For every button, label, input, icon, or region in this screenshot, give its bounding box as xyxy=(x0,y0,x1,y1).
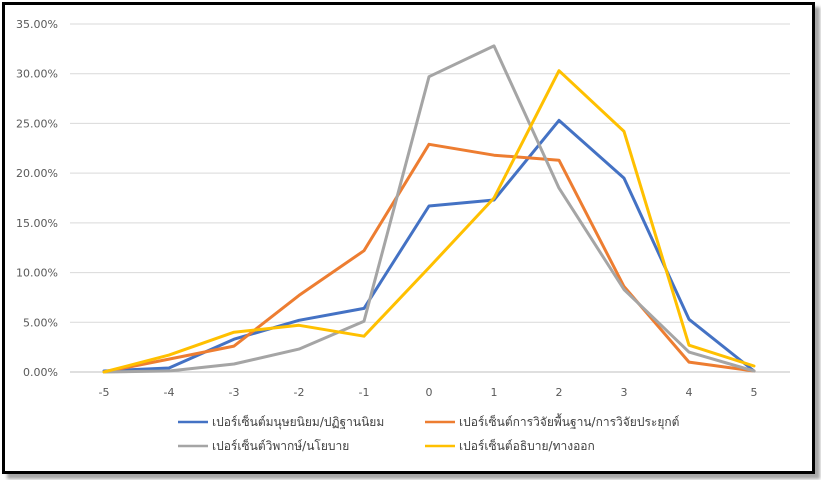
x-tick-label: 0 xyxy=(426,386,433,399)
y-axis-ticks: 0.00% 5.00% 10.00% 15.00% 20.00% 25.00% 30.00%… xyxy=(16,18,58,379)
y-tick-label: 25.00% xyxy=(16,117,58,130)
legend-entry-4: เปอร์เซ็นต์อธิบาย/ทางออก xyxy=(425,438,595,453)
legend-entry-3: เปอร์เซ็นต์วิพากษ์/นโยบาย xyxy=(178,438,349,453)
series-line-1 xyxy=(102,118,756,373)
legend-label-4: เปอร์เซ็นต์อธิบาย/ทางออก xyxy=(459,438,595,453)
y-tick-label: 20.00% xyxy=(16,167,58,180)
series-lines xyxy=(102,44,756,374)
series-line-2 xyxy=(102,142,756,374)
y-tick-label: 30.00% xyxy=(16,68,58,81)
x-tick-label: -1 xyxy=(359,386,370,399)
x-tick-label: -3 xyxy=(229,386,240,399)
series-line-4 xyxy=(102,69,756,374)
x-tick-label: -5 xyxy=(99,386,110,399)
legend-label-2: เปอร์เซ็นต์การวิจัยพื้นฐาน/การวิจัยประยุ… xyxy=(459,413,679,430)
x-axis-ticks: -5 -4 -3 -2 -1 0 1 2 3 4 5 xyxy=(99,386,758,399)
y-tick-label: 0.00% xyxy=(23,366,58,379)
y-tick-label: 5.00% xyxy=(23,316,58,329)
x-tick-label: 1 xyxy=(491,386,498,399)
x-tick-label: 5 xyxy=(751,386,758,399)
legend: เปอร์เซ็นต์มนุษยนิยม/ปฏิฐานนิยม เปอร์เซ็… xyxy=(178,413,679,453)
y-tick-label: 10.00% xyxy=(16,267,58,280)
x-tick-label: -2 xyxy=(294,386,305,399)
legend-entry-1: เปอร์เซ็นต์มนุษยนิยม/ปฏิฐานนิยม xyxy=(178,414,384,430)
grid-lines xyxy=(70,23,790,373)
y-tick-label: 35.00% xyxy=(16,18,58,31)
x-tick-label: 4 xyxy=(686,386,693,399)
legend-label-3: เปอร์เซ็นต์วิพากษ์/นโยบาย xyxy=(212,438,349,453)
x-tick-label: -4 xyxy=(164,386,175,399)
x-tick-label: 3 xyxy=(621,386,628,399)
legend-entry-2: เปอร์เซ็นต์การวิจัยพื้นฐาน/การวิจัยประยุ… xyxy=(425,413,679,430)
series-line-3 xyxy=(102,44,756,374)
x-tick-label: 2 xyxy=(556,386,563,399)
legend-label-1: เปอร์เซ็นต์มนุษยนิยม/ปฏิฐานนิยม xyxy=(212,414,384,430)
y-tick-label: 15.00% xyxy=(16,217,58,230)
